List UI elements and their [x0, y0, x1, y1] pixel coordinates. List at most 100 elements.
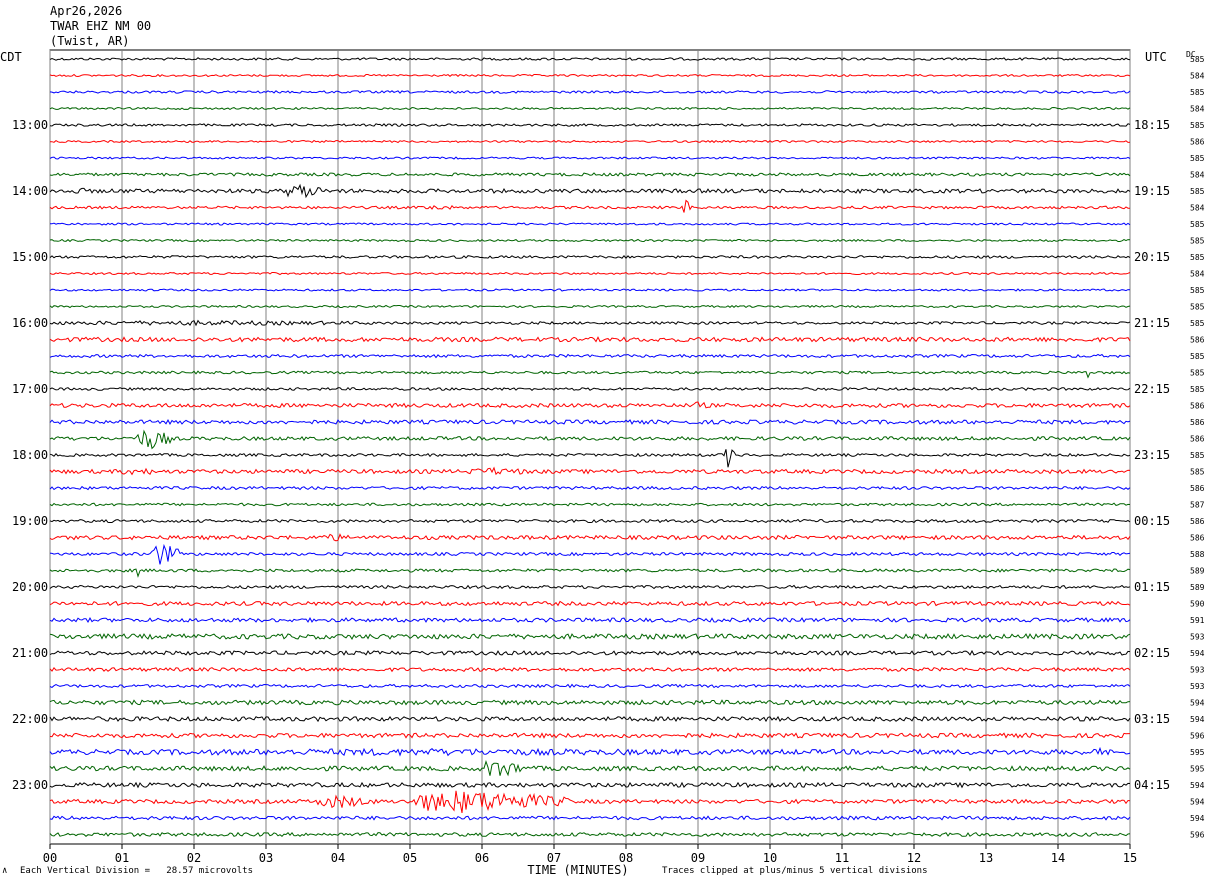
trace-row [49, 429, 1131, 450]
dc-value: 594 [1190, 781, 1205, 790]
trace-row [49, 353, 1131, 359]
trace-row [49, 466, 1131, 476]
right-hour-label: 18:15 [1134, 118, 1170, 132]
x-tick-label: 05 [403, 851, 417, 865]
dc-value: 585 [1190, 237, 1205, 246]
dc-header-label: DC [1186, 50, 1196, 59]
station-label: TWAR EHZ NM 00 [50, 19, 152, 33]
x-tick-label: 04 [331, 851, 345, 865]
trace-row [49, 172, 1131, 177]
trace-row [49, 815, 1131, 821]
left-hour-label: 15:00 [12, 250, 48, 264]
trace-row [49, 199, 1130, 213]
dc-value: 586 [1190, 534, 1205, 543]
dc-value: 593 [1190, 633, 1205, 642]
x-tick-label: 00 [43, 851, 57, 865]
trace-row [49, 632, 1131, 641]
right-hour-label: 00:15 [1134, 514, 1170, 528]
dc-value: 585 [1190, 154, 1205, 163]
x-tick-label: 12 [907, 851, 921, 865]
seismic-traces [49, 57, 1131, 838]
dc-value: 585 [1190, 253, 1205, 262]
trace-row [49, 370, 1131, 379]
trace-row [49, 649, 1131, 656]
dc-value: 585 [1190, 369, 1205, 378]
right-hour-label: 23:15 [1134, 448, 1170, 462]
right-hour-label: 21:15 [1134, 316, 1170, 330]
trace-row [49, 90, 1131, 94]
left-hour-label: 17:00 [12, 382, 48, 396]
trace-row [49, 319, 1131, 327]
trace-row [49, 183, 1131, 199]
trace-row [49, 790, 1131, 813]
x-tick-label: 03 [259, 851, 273, 865]
x-tick-label: 11 [835, 851, 849, 865]
dc-value: 584 [1190, 204, 1205, 213]
dc-value: 591 [1190, 616, 1205, 625]
trace-row [49, 288, 1131, 292]
dc-value: 587 [1190, 501, 1205, 510]
dc-value: 585 [1190, 88, 1205, 97]
trace-row [49, 123, 1131, 127]
trace-row [49, 386, 1131, 392]
trace-row [49, 419, 1131, 426]
x-tick-label: 14 [1051, 851, 1065, 865]
trace-row [49, 271, 1131, 276]
trace-row [49, 617, 1131, 624]
clip-note: Traces clipped at plus/minus 5 vertical … [662, 866, 928, 876]
dc-value: 594 [1190, 814, 1205, 823]
trace-row [49, 699, 1131, 706]
trace-row [49, 715, 1131, 723]
right-hour-label: 22:15 [1134, 382, 1170, 396]
scale-note: Each Vertical Division = 28.57 microvolt… [20, 866, 253, 876]
dc-value: 585 [1190, 55, 1205, 64]
dc-value: 596 [1190, 831, 1205, 840]
dc-value: 586 [1190, 517, 1205, 526]
trace-row [49, 533, 1131, 542]
location-label: (Twist, AR) [50, 34, 130, 48]
dc-value: 584 [1190, 72, 1205, 81]
dc-value: 585 [1190, 468, 1205, 477]
trace-row [49, 781, 1131, 789]
dc-value: 595 [1190, 765, 1205, 774]
left-hour-label: 18:00 [12, 448, 48, 462]
trace-row [49, 139, 1131, 144]
trace-row [49, 746, 1131, 757]
right-timezone-label: UTC [1145, 50, 1167, 64]
left-hour-label: 20:00 [12, 580, 48, 594]
x-axis-title: TIME (MINUTES) [527, 863, 628, 877]
dc-value: 588 [1190, 550, 1205, 559]
dc-value: 585 [1190, 187, 1205, 196]
dc-value: 589 [1190, 583, 1205, 592]
dc-value: 596 [1190, 732, 1205, 741]
left-hour-label: 21:00 [12, 646, 48, 660]
dc-value: 586 [1190, 336, 1205, 345]
dc-value: 586 [1190, 418, 1205, 427]
left-hour-label: 14:00 [12, 184, 48, 198]
right-hour-label: 20:15 [1134, 250, 1170, 264]
left-hour-label: 13:00 [12, 118, 48, 132]
trace-row [49, 759, 1131, 777]
x-tick-label: 10 [763, 851, 777, 865]
dc-value: 590 [1190, 600, 1205, 609]
trace-row [49, 732, 1130, 739]
minute-gridlines [49, 49, 1131, 849]
dc-value: 585 [1190, 303, 1205, 312]
x-tick-label: 13 [979, 851, 993, 865]
dc-value: 584 [1190, 270, 1205, 279]
trace-row [49, 106, 1131, 111]
trace-row [49, 831, 1131, 838]
x-tick-label: 08 [619, 851, 633, 865]
dc-value: 594 [1190, 798, 1205, 807]
trace-row [49, 543, 1131, 565]
right-hour-label: 19:15 [1134, 184, 1170, 198]
dc-value: 595 [1190, 748, 1205, 757]
dc-value: 584 [1190, 171, 1205, 180]
right-hour-label: 02:15 [1134, 646, 1170, 660]
trace-row [49, 518, 1131, 524]
trace-row [49, 57, 1131, 61]
date-label: Apr26,2026 [50, 4, 123, 18]
trace-row [49, 485, 1131, 491]
dc-value: 586 [1190, 138, 1205, 147]
